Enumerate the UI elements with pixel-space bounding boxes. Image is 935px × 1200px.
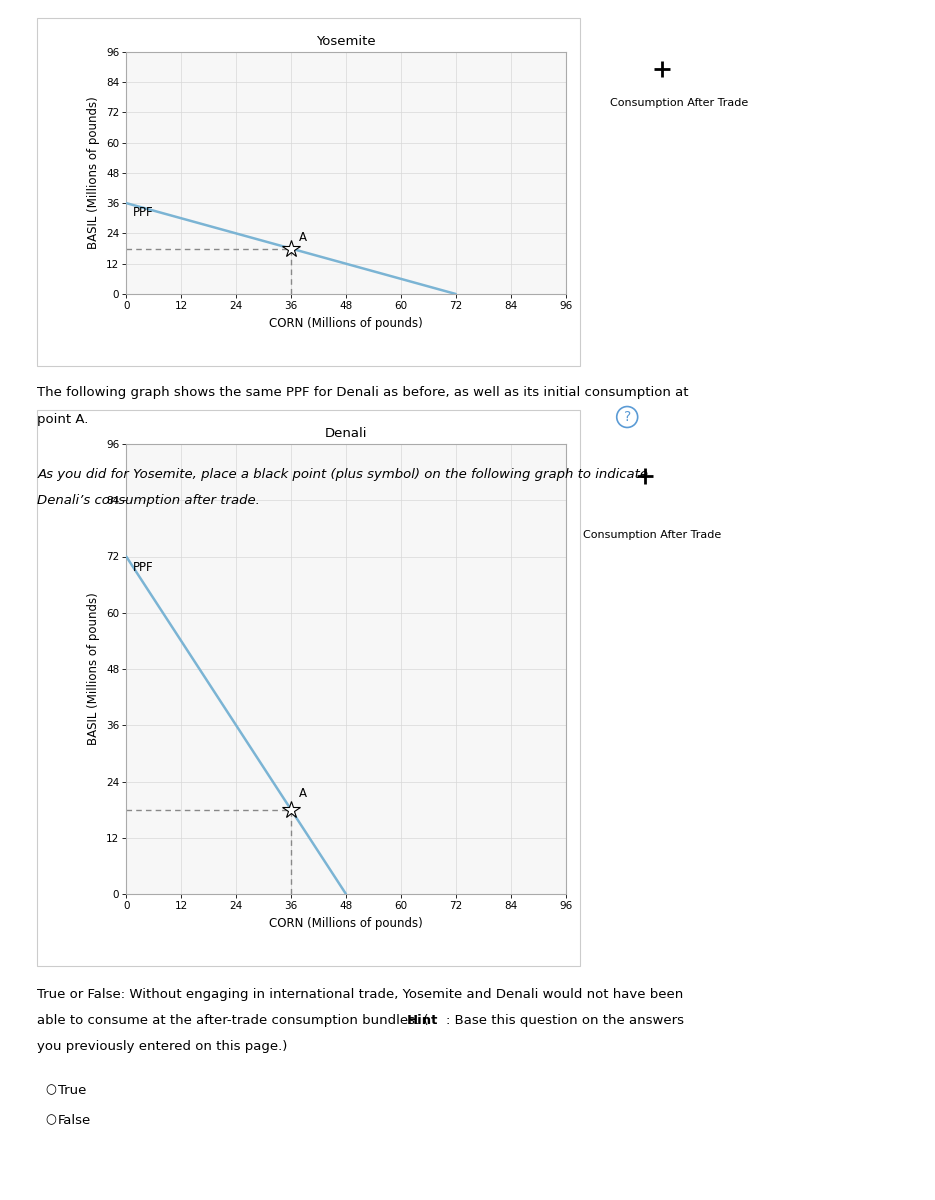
X-axis label: CORN (Millions of pounds): CORN (Millions of pounds) [269,317,423,330]
Y-axis label: BASIL (Millions of pounds): BASIL (Millions of pounds) [88,96,100,250]
Title: Denali: Denali [324,427,367,440]
Text: PPF: PPF [133,205,153,218]
Text: point A.: point A. [37,413,89,426]
Text: able to consume at the after-trade consumption bundles. (: able to consume at the after-trade consu… [37,1014,429,1027]
Y-axis label: BASIL (Millions of pounds): BASIL (Millions of pounds) [88,593,100,745]
Text: ?: ? [624,410,631,424]
Text: : Base this question on the answers: : Base this question on the answers [446,1014,684,1027]
Text: A: A [299,787,308,800]
Title: Yosemite: Yosemite [316,35,376,48]
Text: As you did for Yosemite, place a black point (plus symbol) on the following grap: As you did for Yosemite, place a black p… [37,468,648,481]
Text: Consumption After Trade: Consumption After Trade [610,97,748,108]
Text: Consumption After Trade: Consumption After Trade [583,529,722,540]
X-axis label: CORN (Millions of pounds): CORN (Millions of pounds) [269,917,423,930]
Text: ○: ○ [45,1114,56,1127]
Text: The following graph shows the same PPF for Denali as before, as well as its init: The following graph shows the same PPF f… [37,386,689,400]
Text: Denali’s consumption after trade.: Denali’s consumption after trade. [37,494,260,508]
Text: ○: ○ [45,1084,56,1097]
Text: Hint: Hint [407,1014,439,1027]
Text: A: A [299,230,308,244]
Text: PPF: PPF [133,562,153,574]
Text: False: False [58,1114,92,1127]
Text: True: True [58,1084,86,1097]
Text: you previously entered on this page.): you previously entered on this page.) [37,1040,288,1054]
Text: True or False: Without engaging in international trade, Yosemite and Denali woul: True or False: Without engaging in inter… [37,988,683,1001]
